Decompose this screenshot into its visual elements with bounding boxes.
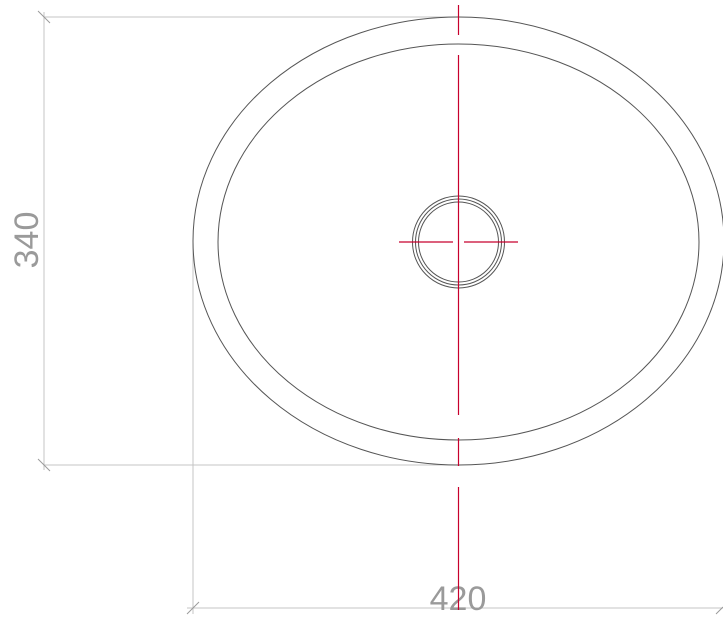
height-bottom-tick xyxy=(37,458,51,472)
width-right-tick xyxy=(715,606,723,615)
height-top-tick xyxy=(37,10,51,24)
center-lines xyxy=(399,5,518,610)
width-left-tick xyxy=(186,601,200,615)
width-dimension: 420 xyxy=(186,242,723,617)
height-dimension: 340 xyxy=(8,10,458,472)
height-dimension-label: 340 xyxy=(8,212,46,269)
